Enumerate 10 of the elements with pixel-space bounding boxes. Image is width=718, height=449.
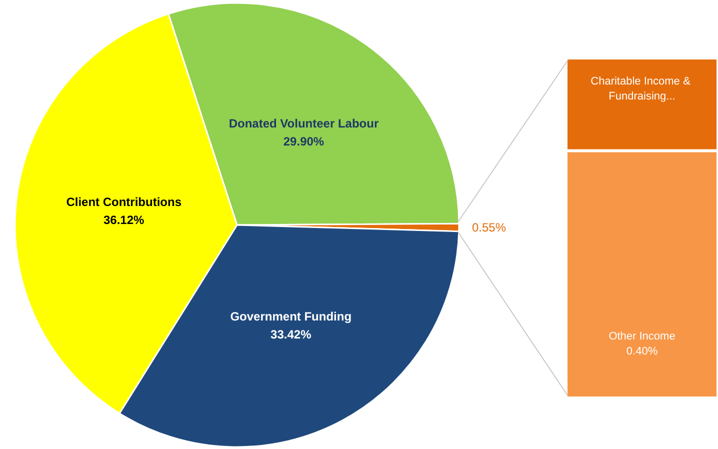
series-label: Other Income	[608, 330, 676, 342]
data-label: 33.42%	[270, 327, 312, 342]
data-label: 0.40%	[626, 345, 658, 358]
slice-label: Donated Volunteer Labour	[228, 116, 379, 131]
slice-label: Government Funding	[230, 309, 352, 324]
slice-label: Client Contributions	[66, 195, 182, 210]
data-label: 29.90%	[283, 134, 324, 149]
data-label: 0.55%	[472, 220, 506, 235]
series-label: Charitable Income & Fundraising...	[590, 76, 694, 102]
data-label: 36.12%	[103, 213, 145, 228]
